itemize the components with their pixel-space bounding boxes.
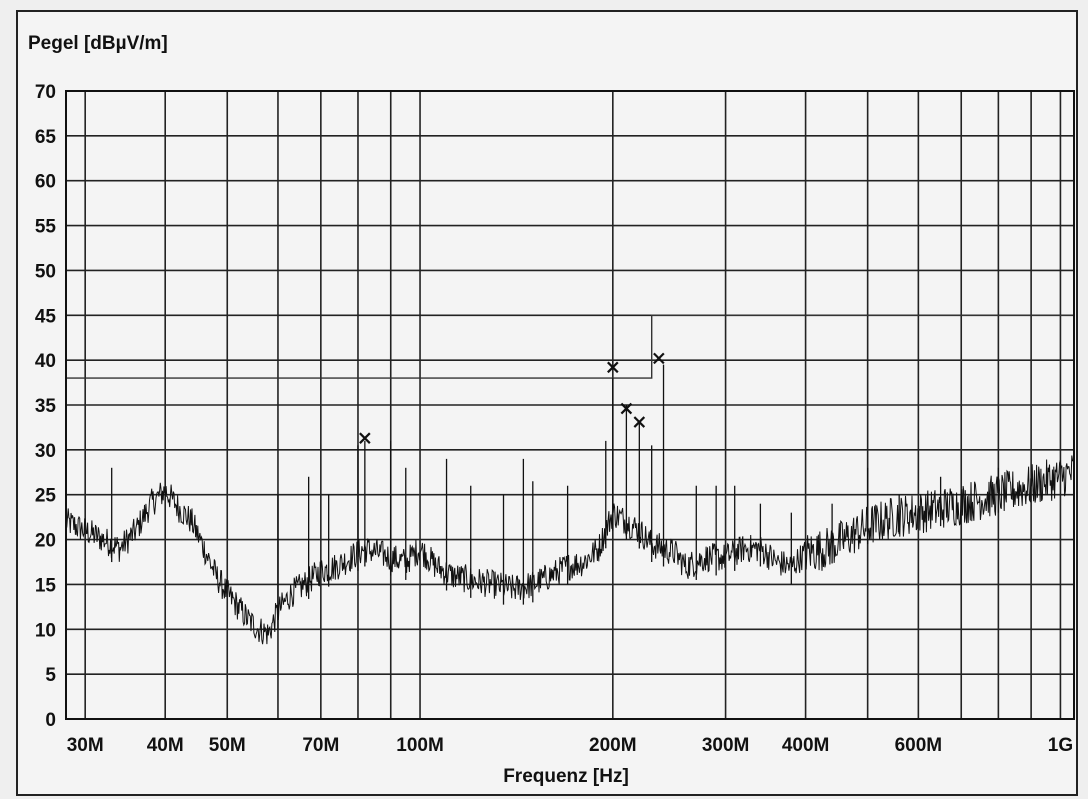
marker-stroke [607,361,619,374]
peak-marker [359,432,371,444]
x-tick-label: 600M [895,735,943,756]
peak-marker [607,361,619,374]
x-tick-label: 30M [67,735,104,756]
x-tick-labels: 30M 40M 50M 70M 100M 200M 300M 400M 600M 1G [67,735,1073,756]
marker-stroke [653,352,665,365]
peak-marker [633,416,646,428]
x-tick-label: 1G [1048,735,1073,756]
peak-marker [620,402,633,415]
x-tick-label: 100M [396,735,444,756]
y-tick-label: 35 [35,396,57,417]
y-tick-label: 30 [35,441,56,462]
y-tick-label: 15 [35,575,57,596]
y-tick-label: 50 [35,261,56,282]
x-tick-label: 40M [147,735,184,756]
y-tick-label: 60 [35,172,56,193]
trace-line [65,455,1075,645]
x-tick-label: 200M [589,735,637,756]
y-tick-label: 20 [35,531,56,552]
chart-frame [16,10,1078,796]
y-tick-label: 55 [35,217,57,238]
marker-stroke [359,432,371,444]
y-tick-label: 45 [35,306,57,327]
y-tick-labels: 0 5 10 15 20 25 30 35 40 45 50 55 60 65 70 [35,82,57,731]
marker-stroke [633,416,646,428]
x-axis-title: Frequenz [Hz] [503,766,629,787]
y-tick-label: 40 [35,351,56,372]
y-tick-label: 10 [35,620,56,641]
y-tick-label: 25 [35,486,57,507]
x-tick-label: 50M [209,735,246,756]
x-tick-label: 300M [702,735,750,756]
plot-area-border [65,90,1075,720]
x-tick-label: 400M [782,735,830,756]
measurement-series [65,314,1075,645]
y-tick-label: 0 [45,710,56,731]
x-tick-label: 70M [302,735,339,756]
grid-lines [66,90,1074,720]
y-tick-label: 5 [45,665,56,686]
y-tick-label: 70 [35,82,56,103]
peak-markers [359,352,665,444]
y-tick-label: 65 [35,127,57,148]
y-axis-title: Pegel [dBµV/m] [28,33,168,54]
peak-marker [653,352,665,365]
marker-stroke [620,402,633,415]
limit-line [66,314,1074,379]
